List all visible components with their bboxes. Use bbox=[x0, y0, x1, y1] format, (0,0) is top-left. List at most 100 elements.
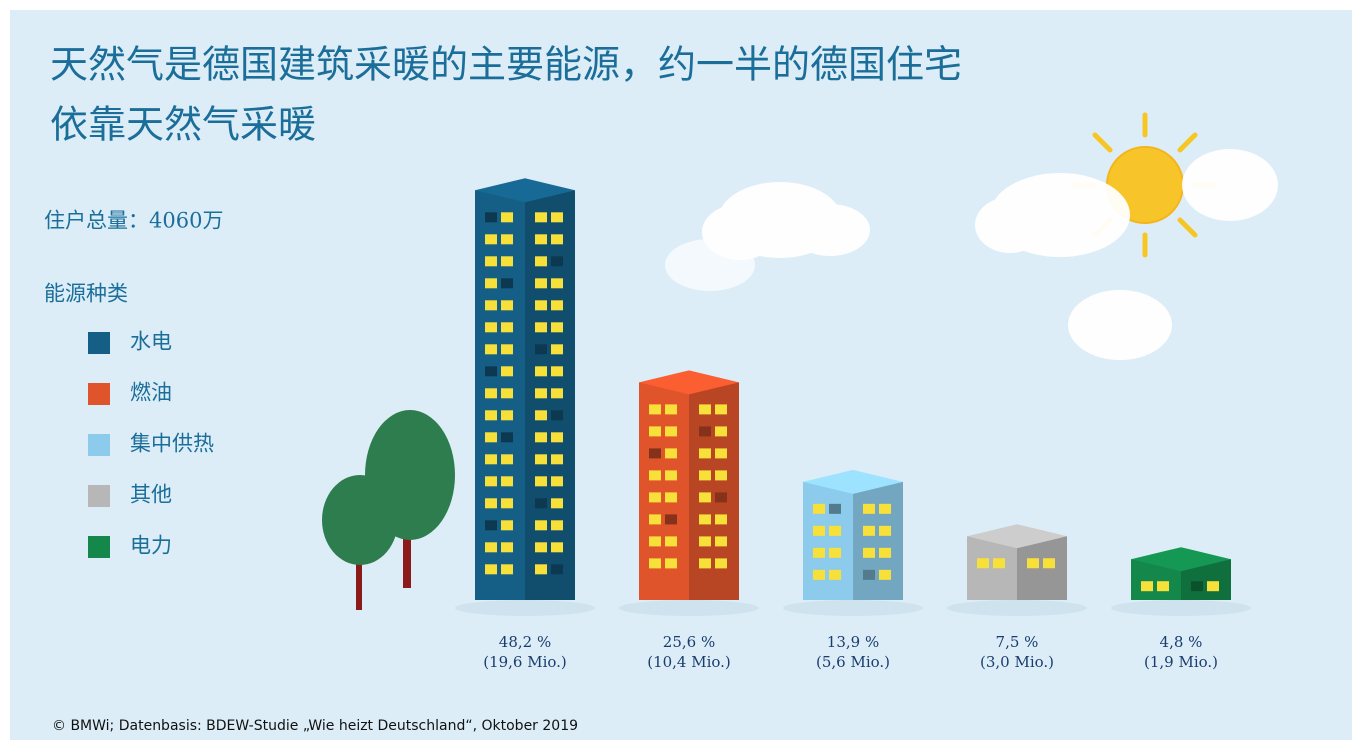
title-line: 依靠天然气采暖 bbox=[50, 103, 316, 147]
window bbox=[863, 503, 875, 514]
window bbox=[829, 547, 841, 558]
window bbox=[699, 492, 711, 503]
households-label: (3,0 Mio.) bbox=[980, 653, 1054, 671]
window bbox=[813, 525, 825, 536]
households-label: (10,4 Mio.) bbox=[647, 653, 731, 671]
legend-swatch bbox=[88, 434, 110, 456]
shadow bbox=[783, 600, 923, 616]
window bbox=[977, 558, 989, 569]
window bbox=[863, 547, 875, 558]
window bbox=[649, 404, 661, 415]
legend-swatch bbox=[88, 536, 110, 558]
households-label: (19,6 Mio.) bbox=[483, 653, 567, 671]
window bbox=[551, 520, 563, 531]
window bbox=[699, 448, 711, 459]
building-roof bbox=[803, 469, 903, 494]
window bbox=[813, 503, 825, 514]
shadow bbox=[455, 600, 595, 616]
value-label: 4,8 % bbox=[1160, 633, 1203, 651]
window bbox=[879, 569, 891, 580]
window bbox=[551, 498, 563, 509]
window bbox=[485, 498, 497, 509]
window bbox=[501, 278, 513, 289]
window bbox=[551, 432, 563, 443]
value-label: 13,9 % bbox=[827, 633, 879, 651]
value-label: 48,2 % bbox=[499, 633, 551, 651]
window bbox=[649, 448, 661, 459]
building-side bbox=[689, 382, 739, 600]
window bbox=[699, 514, 711, 525]
households-label: (1,9 Mio.) bbox=[1144, 653, 1218, 671]
window bbox=[879, 503, 891, 514]
window bbox=[551, 542, 563, 553]
window bbox=[501, 520, 513, 531]
window bbox=[485, 278, 497, 289]
shadow bbox=[947, 600, 1087, 616]
window bbox=[1027, 558, 1039, 569]
window bbox=[551, 388, 563, 399]
clouds bbox=[665, 149, 1278, 360]
window bbox=[535, 498, 547, 509]
window bbox=[699, 404, 711, 415]
window bbox=[485, 454, 497, 465]
window bbox=[715, 492, 727, 503]
trees bbox=[322, 410, 455, 610]
legend-label: 电力 bbox=[130, 534, 172, 558]
window bbox=[813, 547, 825, 558]
window bbox=[485, 432, 497, 443]
window bbox=[551, 300, 563, 311]
window bbox=[535, 542, 547, 553]
window bbox=[649, 536, 661, 547]
window bbox=[649, 514, 661, 525]
window bbox=[485, 564, 497, 575]
source: © BMWi; Datenbasis: BDEW-Studie „Wie hei… bbox=[52, 718, 578, 734]
legend-title: 能源种类 bbox=[44, 282, 128, 306]
window bbox=[485, 388, 497, 399]
window bbox=[813, 569, 825, 580]
value-label: 7,5 % bbox=[996, 633, 1039, 651]
window bbox=[551, 454, 563, 465]
legend-swatch bbox=[88, 332, 110, 354]
window bbox=[535, 344, 547, 355]
window bbox=[665, 448, 677, 459]
window bbox=[551, 256, 563, 267]
window bbox=[879, 525, 891, 536]
window bbox=[829, 503, 841, 514]
value-label: 25,6 % bbox=[663, 633, 715, 651]
window bbox=[535, 388, 547, 399]
legend-label: 水电 bbox=[130, 330, 172, 354]
building-roof bbox=[475, 178, 575, 203]
window bbox=[501, 234, 513, 245]
window bbox=[715, 448, 727, 459]
window bbox=[501, 454, 513, 465]
window bbox=[879, 547, 891, 558]
window bbox=[649, 470, 661, 481]
building-side bbox=[1017, 536, 1067, 600]
title-line: 天然气是德国建筑采暖的主要能源，约一半的德国住宅 bbox=[50, 43, 962, 87]
window bbox=[485, 366, 497, 377]
window bbox=[535, 366, 547, 377]
window bbox=[535, 432, 547, 443]
building-side bbox=[525, 190, 575, 601]
window bbox=[551, 212, 563, 223]
window bbox=[551, 564, 563, 575]
window bbox=[551, 366, 563, 377]
window bbox=[501, 432, 513, 443]
window bbox=[485, 300, 497, 311]
window bbox=[501, 410, 513, 421]
window bbox=[551, 234, 563, 245]
window bbox=[501, 542, 513, 553]
window bbox=[485, 322, 497, 333]
window bbox=[485, 410, 497, 421]
window bbox=[535, 454, 547, 465]
window bbox=[501, 212, 513, 223]
shadow bbox=[1111, 600, 1251, 616]
legend-label: 燃油 bbox=[130, 381, 172, 405]
window bbox=[665, 536, 677, 547]
window bbox=[535, 278, 547, 289]
window bbox=[485, 344, 497, 355]
window bbox=[501, 498, 513, 509]
window bbox=[485, 542, 497, 553]
window bbox=[551, 278, 563, 289]
